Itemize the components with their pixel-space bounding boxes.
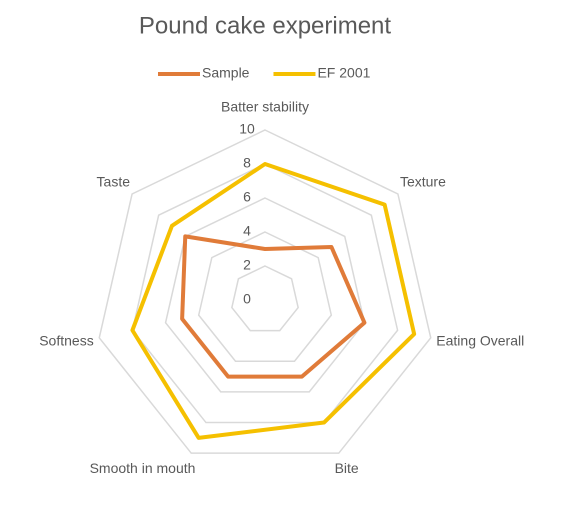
- grid-ring: [231, 265, 299, 332]
- r-tick-label: 8: [243, 155, 251, 171]
- r-tick-label: 6: [243, 189, 251, 205]
- grid-ring: [197, 231, 333, 363]
- grid-ring: [164, 197, 366, 393]
- category-label: Eating Overall: [436, 333, 524, 349]
- grid-ring: [98, 129, 432, 454]
- legend-label: Sample: [202, 65, 250, 81]
- legend-label: EF 2001: [317, 65, 370, 81]
- category-label: Batter stability: [221, 99, 309, 115]
- category-label: Texture: [400, 173, 446, 189]
- r-tick-label: 2: [243, 257, 251, 273]
- category-label: Taste: [97, 173, 131, 189]
- r-tick-label: 10: [239, 121, 255, 137]
- grid-ring: [131, 163, 399, 424]
- chart-title: Pound cake experiment: [139, 12, 391, 39]
- category-label: Softness: [39, 333, 93, 349]
- r-tick-label: 4: [243, 223, 251, 239]
- category-label: Bite: [335, 460, 359, 476]
- r-tick-label: 0: [243, 291, 251, 307]
- series-line: [130, 162, 417, 440]
- series-line: [180, 234, 367, 379]
- category-label: Smooth in mouth: [90, 460, 196, 476]
